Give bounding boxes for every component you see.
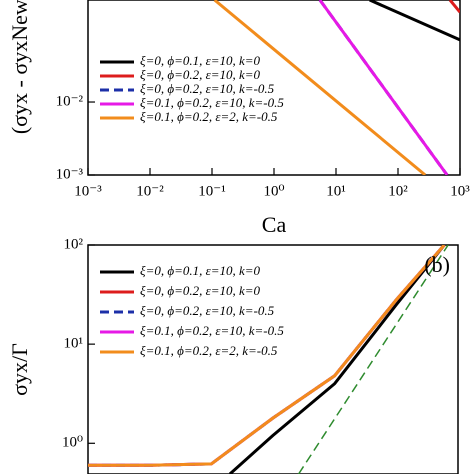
y-tick-label: 10⁰	[62, 435, 83, 451]
x-tick-label: 10⁰	[263, 183, 284, 199]
legend-label: ξ=0.1, ϕ=0.2, ε=2, k=-0.5	[140, 343, 278, 358]
series-line	[369, 0, 460, 42]
x-tick-label: 10¹	[326, 183, 346, 199]
y-tick-label: 10⁻³	[56, 166, 84, 182]
series-line	[297, 245, 449, 474]
x-axis-label: Ca	[262, 212, 287, 237]
series-line	[88, 245, 446, 467]
y-tick-label: 10²	[64, 236, 84, 252]
panel-label: (b)	[424, 252, 450, 277]
y-axis-label: (σyx - σyxNewt)	[7, 0, 32, 134]
legend-label: ξ=0, ϕ=0.2, ε=10, k=0	[140, 283, 261, 298]
series-group	[213, 0, 460, 175]
x-tick-label: 10⁻¹	[198, 183, 225, 199]
legend-label: ξ=0.1, ϕ=0.2, ε=10, k=-0.5	[140, 323, 284, 338]
legend-label: ξ=0, ϕ=0.2, ε=10, k=-0.5	[140, 303, 275, 318]
series-line	[448, 0, 460, 14]
x-tick-label: 10³	[450, 183, 470, 199]
legend-label: ξ=0, ϕ=0.1, ε=10, k=0	[140, 53, 261, 68]
legend-label: ξ=0, ϕ=0.1, ε=10, k=0	[140, 263, 261, 278]
y-tick-label: 10⁻²	[56, 93, 84, 109]
series-line	[228, 245, 446, 474]
legend-label: ξ=0.1, ϕ=0.2, ε=10, k=-0.5	[140, 95, 284, 110]
x-tick-label: 10⁻²	[136, 183, 164, 199]
legend-label: ξ=0, ϕ=0.2, ε=10, k=-0.5	[140, 81, 275, 96]
legend-label: ξ=0, ϕ=0.2, ε=10, k=0	[140, 67, 261, 82]
legend-label: ξ=0.1, ϕ=0.2, ε=2, k=-0.5	[140, 109, 278, 124]
y-tick-label: 10¹	[64, 336, 84, 352]
series-group	[88, 245, 449, 474]
plot-frame	[87, 244, 459, 474]
x-tick-label: 10²	[388, 183, 408, 199]
series-line	[213, 0, 427, 175]
y-axis-label: σyx/Γ	[7, 343, 32, 396]
x-tick-label: 10⁻³	[74, 183, 102, 199]
series-line	[318, 0, 449, 175]
